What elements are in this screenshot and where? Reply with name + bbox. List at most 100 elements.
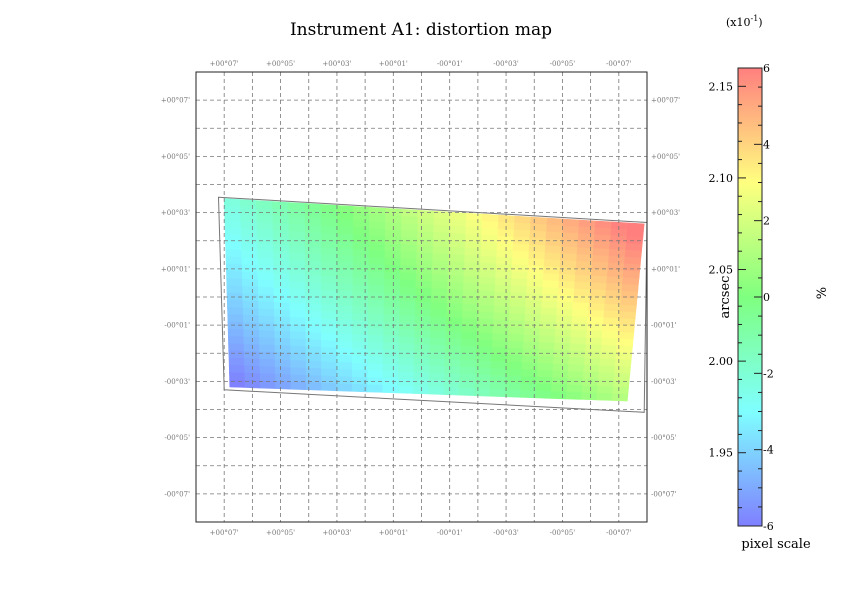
heatmap-cell bbox=[224, 212, 242, 222]
heatmap-cell bbox=[536, 369, 554, 379]
heatmap-cell bbox=[489, 388, 506, 398]
heatmap-cell bbox=[352, 248, 370, 258]
heatmap-cell bbox=[445, 338, 462, 347]
heatmap-cell bbox=[417, 209, 435, 219]
heatmap-cell bbox=[257, 250, 274, 260]
heatmap-cell bbox=[382, 349, 400, 358]
heatmap-cell bbox=[596, 392, 613, 401]
heatmap-cell bbox=[397, 378, 414, 387]
heatmap-cell bbox=[290, 338, 307, 348]
heatmap-cell bbox=[227, 321, 244, 331]
heatmap-cell bbox=[336, 354, 353, 364]
heatmap-cell bbox=[336, 326, 353, 335]
heatmap-cell bbox=[460, 352, 477, 362]
heatmap-cell bbox=[304, 210, 322, 220]
heatmap-cell bbox=[480, 255, 498, 265]
heatmap-cell bbox=[449, 211, 467, 221]
heatmap-cell bbox=[609, 242, 627, 251]
heatmap-cell bbox=[581, 385, 599, 394]
heatmap-cell bbox=[288, 245, 306, 254]
heatmap-cell bbox=[481, 213, 500, 223]
y-tick-label-right: +00°07' bbox=[651, 97, 680, 105]
heatmap-cell bbox=[259, 366, 276, 375]
heatmap-cell bbox=[619, 304, 637, 313]
heatmap-cell bbox=[320, 232, 338, 242]
heatmap-cell bbox=[465, 219, 483, 229]
heatmap-cell bbox=[620, 290, 639, 300]
colorbar-right-tick-label: -6 bbox=[763, 520, 774, 533]
heatmap-cell bbox=[256, 200, 274, 210]
heatmap-cell bbox=[505, 382, 522, 391]
heatmap-cell bbox=[225, 248, 243, 258]
heatmap-cell bbox=[368, 270, 386, 280]
heatmap-cell bbox=[562, 225, 580, 235]
x-tick-label-top: +00°03' bbox=[322, 60, 351, 68]
heatmap-cell bbox=[401, 208, 419, 218]
heatmap-cell bbox=[398, 364, 415, 373]
heatmap-cell bbox=[336, 369, 353, 378]
heatmap-cell bbox=[224, 234, 242, 244]
heatmap-cell bbox=[478, 297, 495, 307]
heatmap-cell bbox=[465, 212, 483, 222]
heatmap-cell bbox=[273, 251, 290, 261]
heatmap-cell bbox=[511, 257, 529, 266]
heatmap-cell bbox=[433, 224, 451, 234]
x-tick-label-bottom: -00°07' bbox=[606, 529, 632, 537]
heatmap-cell bbox=[304, 253, 322, 262]
heatmap-cell bbox=[506, 347, 524, 357]
heatmap-cell bbox=[460, 345, 477, 355]
heatmap-cell bbox=[550, 391, 567, 400]
y-tick-label-right: +00°05' bbox=[651, 153, 680, 161]
y-tick-label-left: -00°03' bbox=[164, 378, 190, 386]
heatmap-cell bbox=[479, 276, 496, 286]
heatmap-cell bbox=[383, 285, 401, 295]
heatmap-cell bbox=[257, 279, 275, 289]
heatmap-cell bbox=[607, 262, 625, 272]
heatmap-cell bbox=[258, 308, 275, 317]
heatmap-cell bbox=[305, 296, 322, 305]
heatmap-cell bbox=[448, 239, 466, 249]
heatmap-cell bbox=[577, 233, 595, 242]
heatmap-cell bbox=[398, 350, 415, 359]
heatmap-cell bbox=[243, 329, 260, 338]
heatmap-cell bbox=[430, 316, 447, 325]
heatmap-cell bbox=[352, 284, 370, 293]
heatmap-cell bbox=[414, 343, 431, 353]
heatmap-cell bbox=[414, 322, 432, 332]
heatmap-cell bbox=[461, 331, 478, 341]
heatmap-cell bbox=[320, 296, 338, 306]
heatmap-cell bbox=[612, 386, 629, 395]
heatmap-cell bbox=[521, 369, 538, 378]
heatmap-cell bbox=[505, 375, 522, 384]
y-tick-labels-left: +00°07' +00°05' +00°03' +00°01' -00°01' -00°0… bbox=[161, 97, 190, 499]
heatmap-cell bbox=[538, 342, 556, 351]
heatmap-cell bbox=[622, 277, 640, 286]
x-tick-label-top: -00°05' bbox=[550, 60, 576, 68]
heatmap-cell bbox=[290, 352, 307, 362]
heatmap-cell bbox=[259, 344, 276, 353]
heatmap-cell bbox=[523, 327, 541, 336]
heatmap-cell bbox=[336, 290, 354, 300]
heatmap-cell bbox=[400, 265, 417, 275]
heatmap-cell bbox=[414, 329, 431, 339]
heatmap-cell bbox=[288, 209, 306, 219]
heatmap-cell bbox=[511, 271, 529, 280]
heatmap-cell bbox=[448, 232, 466, 242]
heatmap-cell bbox=[367, 341, 384, 351]
heatmap-cell bbox=[529, 223, 548, 233]
heatmap-cell bbox=[489, 381, 507, 391]
y-tick-label-left: +00°05' bbox=[161, 153, 190, 161]
heatmap-cell bbox=[258, 322, 276, 332]
heatmap-cell bbox=[567, 364, 585, 373]
heatmap-cell bbox=[289, 252, 306, 262]
heatmap-cell bbox=[321, 361, 338, 370]
heatmap-cell bbox=[493, 312, 510, 321]
heatmap-cell bbox=[509, 306, 527, 315]
y-tick-label-left: +00°03' bbox=[161, 209, 190, 217]
heatmap-cell bbox=[383, 307, 401, 316]
heatmap-cell bbox=[537, 355, 555, 365]
heatmap-cell bbox=[527, 265, 545, 274]
heatmap-cell bbox=[320, 218, 338, 228]
heatmap-cell bbox=[463, 282, 480, 292]
heatmap-cell bbox=[352, 234, 370, 244]
